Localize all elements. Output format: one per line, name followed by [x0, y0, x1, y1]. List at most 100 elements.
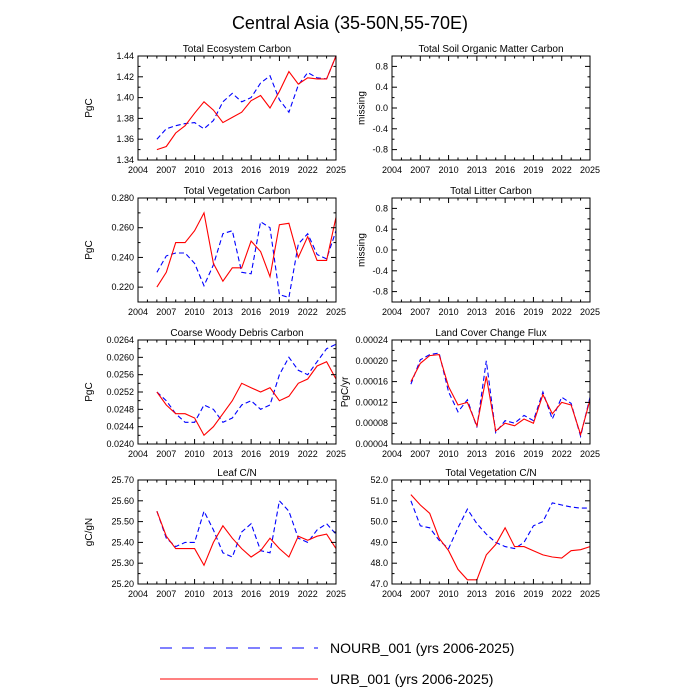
leaf-c-n-ytick-label: 25.40 [111, 537, 134, 547]
leaf-c-n-ytick-label: 25.30 [111, 558, 134, 568]
leaf-c-n-xtick-label: 2007 [156, 589, 176, 599]
total-vegetation-carbon-xtick-label: 2022 [298, 307, 318, 317]
coarse-woody-debris-carbon-ytick-label: 0.0248 [106, 404, 134, 414]
total-litter-carbon-ytick-label: 0.4 [375, 224, 388, 234]
total-litter-carbon-ytick-label: 0.8 [375, 203, 388, 213]
total-ecosystem-carbon-xtick-label: 2022 [298, 165, 318, 175]
leaf-c-n-xtick-label: 2022 [298, 589, 318, 599]
leaf-c-n-series-nourb-001 [156, 499, 337, 558]
coarse-woody-debris-carbon-xtick-label: 2019 [269, 449, 289, 459]
leaf-c-n-ytick-label: 25.60 [111, 496, 134, 506]
leaf-c-n-xtick-label: 2013 [213, 589, 233, 599]
total-ecosystem-carbon-ylabel: PgC [84, 98, 95, 117]
total-vegetation-carbon-ytick-label: 0.220 [111, 282, 134, 292]
coarse-woody-debris-carbon-title: Coarse Woody Debris Carbon [170, 328, 303, 339]
leaf-c-n-xtick-label: 2019 [269, 589, 289, 599]
total-soil-organic-matter-carbon-xtick-label: 2016 [495, 165, 515, 175]
total-vegetation-c-n-xtick-label: 2022 [552, 589, 572, 599]
total-vegetation-c-n-xtick-label: 2007 [410, 589, 430, 599]
total-soil-organic-matter-carbon-xtick-label: 2019 [523, 165, 543, 175]
total-ecosystem-carbon-xtick-label: 2025 [326, 165, 346, 175]
leaf-c-n-xtick-label: 2016 [241, 589, 261, 599]
total-vegetation-c-n-xtick-label: 2013 [467, 589, 487, 599]
total-vegetation-carbon-xtick-label: 2004 [128, 307, 148, 317]
total-soil-organic-matter-carbon-ylabel: missing [356, 91, 367, 125]
land-cover-change-flux-ytick-label: 0.00012 [355, 397, 388, 407]
total-vegetation-carbon-xtick-label: 2007 [156, 307, 176, 317]
panel-coarse-woody-debris-carbon: Coarse Woody Debris Carbon 2004 2007 2010 20… [84, 328, 346, 459]
total-soil-organic-matter-carbon-xtick-label: 2004 [382, 165, 402, 175]
panel-total-litter-carbon: Total Litter Carbon 2004 2007 2010 2013 2016 2… [356, 186, 600, 317]
total-vegetation-c-n-series-nourb-001 [410, 500, 590, 550]
land-cover-change-flux-xtick-label: 2013 [467, 449, 487, 459]
total-soil-organic-matter-carbon-xtick-label: 2013 [467, 165, 487, 175]
total-vegetation-carbon-xtick-label: 2010 [185, 307, 205, 317]
total-vegetation-carbon-ytick-label: 0.280 [111, 193, 134, 203]
coarse-woody-debris-carbon-xtick-label: 2025 [326, 449, 346, 459]
total-ecosystem-carbon-ytick-label: 1.34 [116, 155, 134, 165]
land-cover-change-flux-xtick-label: 2022 [552, 449, 572, 459]
total-vegetation-c-n-frame [391, 479, 591, 585]
total-litter-carbon-ytick-label: -0.4 [372, 266, 388, 276]
panel-land-cover-change-flux: Land Cover Change Flux 2004 2007 2010 2013 20… [340, 328, 600, 459]
land-cover-change-flux-ytick-label: 0.00020 [355, 356, 388, 366]
land-cover-change-flux-ytick-label: 0.00016 [355, 377, 388, 387]
coarse-woody-debris-carbon-xtick-label: 2013 [213, 449, 233, 459]
total-soil-organic-matter-carbon-xtick-label: 2007 [410, 165, 430, 175]
coarse-woody-debris-carbon-ytick-label: 0.0244 [106, 422, 134, 432]
total-litter-carbon-xtick-label: 2025 [580, 307, 600, 317]
total-vegetation-c-n-ytick-label: 47.0 [370, 579, 388, 589]
coarse-woody-debris-carbon-ytick-label: 0.0264 [106, 335, 134, 345]
leaf-c-n-xtick-label: 2025 [326, 589, 346, 599]
coarse-woody-debris-carbon-series-urb-001 [156, 360, 337, 437]
total-vegetation-c-n-ytick-label: 51.0 [370, 496, 388, 506]
total-ecosystem-carbon-ytick-label: 1.38 [116, 113, 134, 123]
total-litter-carbon-xtick-label: 2013 [467, 307, 487, 317]
total-litter-carbon-xtick-label: 2022 [552, 307, 572, 317]
total-vegetation-c-n-xtick-label: 2025 [580, 589, 600, 599]
total-litter-carbon-xtick-label: 2010 [439, 307, 459, 317]
total-ecosystem-carbon-title: Total Ecosystem Carbon [183, 44, 291, 55]
total-litter-carbon-xtick-label: 2016 [495, 307, 515, 317]
total-litter-carbon-title: Total Litter Carbon [450, 186, 532, 197]
total-litter-carbon-xtick-label: 2004 [382, 307, 402, 317]
total-soil-organic-matter-carbon-ytick-label: 0.4 [375, 82, 388, 92]
total-ecosystem-carbon-series-urb-001 [156, 55, 337, 151]
panel-total-ecosystem-carbon: Total Ecosystem Carbon 2004 2007 2010 2013 20… [84, 44, 346, 175]
total-ecosystem-carbon-xtick-label: 2016 [241, 165, 261, 175]
leaf-c-n-frame [137, 479, 337, 585]
total-soil-organic-matter-carbon-ytick-label: -0.4 [372, 124, 388, 134]
total-vegetation-c-n-ytick-label: 49.0 [370, 537, 388, 547]
panel-total-soil-organic-matter-carbon: Total Soil Organic Matter Carbon 2004 2007… [356, 44, 600, 175]
leaf-c-n-ylabel: gC/gN [84, 518, 95, 546]
total-soil-organic-matter-carbon-frame [391, 55, 591, 161]
land-cover-change-flux-series-nourb-001 [410, 352, 591, 439]
land-cover-change-flux-xtick-label: 2019 [523, 449, 543, 459]
total-ecosystem-carbon-xtick-label: 2007 [156, 165, 176, 175]
coarse-woody-debris-carbon-series-nourb-001 [156, 343, 337, 423]
coarse-woody-debris-carbon-xtick-label: 2022 [298, 449, 318, 459]
total-vegetation-carbon-ylabel: PgC [84, 240, 95, 259]
total-soil-organic-matter-carbon-ytick-label: 0.0 [375, 103, 388, 113]
land-cover-change-flux-ytick-label: 0.00008 [355, 418, 388, 428]
legend-label-urb-001-yrs-2006-2025: URB_001 (yrs 2006-2025) [330, 671, 493, 687]
total-vegetation-c-n-title: Total Vegetation C/N [445, 468, 536, 479]
leaf-c-n-ytick-label: 25.50 [111, 517, 134, 527]
total-soil-organic-matter-carbon-xtick-label: 2025 [580, 165, 600, 175]
total-ecosystem-carbon-ytick-label: 1.44 [116, 51, 134, 61]
total-vegetation-c-n-ytick-label: 50.0 [370, 517, 388, 527]
total-vegetation-carbon-series-urb-001 [156, 211, 337, 288]
coarse-woody-debris-carbon-ytick-label: 0.0240 [106, 439, 134, 449]
total-vegetation-carbon-ytick-label: 0.240 [111, 252, 134, 262]
land-cover-change-flux-xtick-label: 2025 [580, 449, 600, 459]
panel-total-vegetation-carbon: Total Vegetation Carbon 2004 2007 2010 2013 2… [84, 186, 346, 317]
total-vegetation-carbon-xtick-label: 2013 [213, 307, 233, 317]
total-vegetation-carbon-series-nourb-001 [156, 220, 337, 299]
total-vegetation-carbon-xtick-label: 2016 [241, 307, 261, 317]
total-vegetation-c-n-series-urb-001 [410, 494, 591, 581]
leaf-c-n-xtick-label: 2004 [128, 589, 148, 599]
figure-title: Central Asia (35-50N,55-70E) [232, 13, 468, 33]
total-vegetation-carbon-frame [137, 197, 337, 303]
leaf-c-n-series-urb-001 [156, 511, 337, 567]
